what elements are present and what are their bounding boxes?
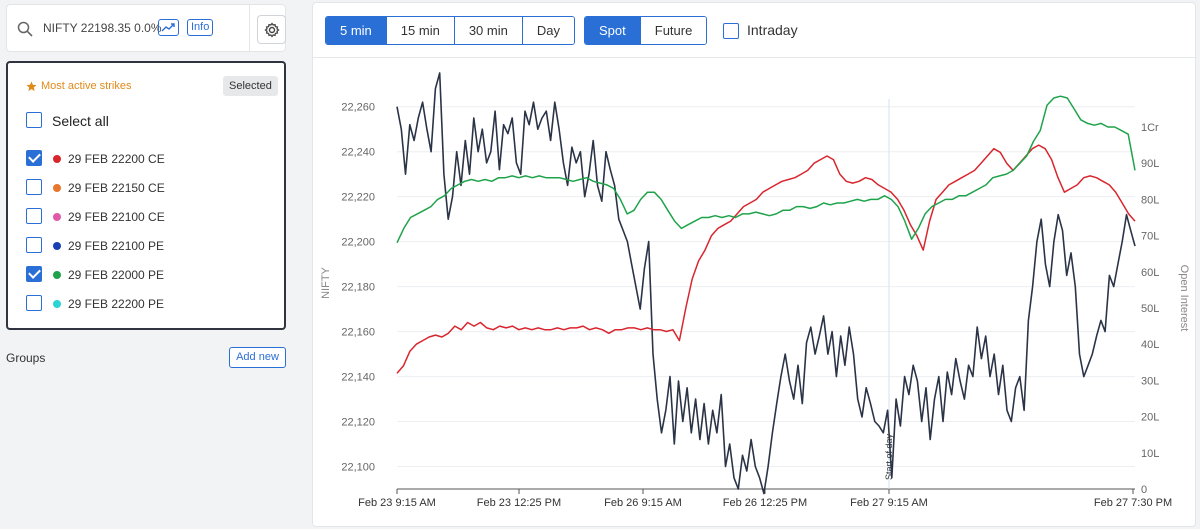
oi-series-line — [396, 95, 1136, 244]
strike-label: 29 FEB 22100 PE — [68, 239, 165, 253]
strike-color-dot — [53, 213, 61, 221]
strike-row[interactable]: 29 FEB 22000 PE — [26, 266, 266, 284]
x-tick-label: Feb 27 7:30 PM — [1094, 497, 1172, 509]
start-of-day-label: Start of day — [884, 433, 894, 480]
y2-tick-label: 30L — [1141, 375, 1159, 387]
trend-icon — [161, 22, 175, 31]
mode-future[interactable]: Future — [640, 17, 707, 44]
y2-tick-label: 90L — [1141, 158, 1159, 170]
y2-tick-label: 40L — [1141, 339, 1159, 351]
strike-label: 29 FEB 22000 PE — [68, 268, 165, 282]
strike-checkbox[interactable] — [26, 179, 42, 195]
x-tick-label: Feb 23 12:25 PM — [477, 497, 561, 509]
y2-tick-label: 20L — [1141, 412, 1159, 424]
y-tick-label: 22,100 — [341, 462, 375, 474]
y2-tick-label: 70L — [1141, 231, 1159, 243]
interval-30-min[interactable]: 30 min — [454, 17, 523, 44]
y-axis-title: NIFTY — [320, 266, 332, 298]
x-tick-label: Feb 26 9:15 AM — [604, 497, 682, 509]
strike-row[interactable]: 29 FEB 22150 CE — [26, 179, 266, 197]
strike-label: 29 FEB 22150 CE — [68, 181, 165, 195]
chart-panel: 5 min 15 min 30 min Day Spot Future Intraday… — [312, 2, 1196, 527]
strikes-panel: Most active strikes Selected Select all … — [6, 61, 286, 330]
y-tick-label: 22,260 — [341, 102, 375, 114]
most-active-label: Most active strikes — [41, 80, 132, 92]
select-all-label: Select all — [52, 113, 109, 129]
select-all-checkbox[interactable] — [26, 112, 42, 128]
y2-tick-label: 50L — [1141, 303, 1159, 315]
interval-5-min[interactable]: 5 min — [326, 17, 387, 44]
strike-checkbox[interactable] — [26, 150, 42, 166]
y-tick-label: 22,240 — [341, 147, 375, 159]
strike-row[interactable]: 29 FEB 22200 PE — [26, 295, 266, 313]
instrument-label: NIFTY 22198.35 0.0% — [43, 21, 162, 35]
y2-tick-label: 80L — [1141, 194, 1159, 206]
strike-checkbox[interactable] — [26, 266, 42, 282]
strike-row[interactable]: 29 FEB 22100 CE — [26, 208, 266, 226]
y2-tick-label: 0 — [1141, 484, 1147, 496]
y-tick-label: 22,140 — [341, 372, 375, 384]
add-new-group-button[interactable]: Add new — [229, 347, 286, 368]
selected-toggle[interactable]: Selected — [223, 76, 278, 96]
nifty-line — [396, 72, 1136, 495]
strike-label: 29 FEB 22200 CE — [68, 152, 165, 166]
strike-color-dot — [53, 242, 61, 250]
intraday-label: Intraday — [747, 22, 798, 38]
y2-tick-label: 10L — [1141, 448, 1159, 460]
strike-label: 29 FEB 22200 PE — [68, 297, 165, 311]
y-tick-label: 22,160 — [341, 327, 375, 339]
y-tick-label: 22,220 — [341, 192, 375, 204]
strike-checkbox[interactable] — [26, 295, 42, 311]
interval-selector: 5 min 15 min 30 min Day — [325, 16, 575, 45]
settings-button[interactable] — [257, 15, 286, 44]
strike-color-dot — [53, 155, 61, 163]
y2-tick-label: 60L — [1141, 267, 1159, 279]
strike-color-dot — [53, 184, 61, 192]
strike-color-dot — [53, 300, 61, 308]
strike-row[interactable]: 29 FEB 22200 CE — [26, 150, 266, 168]
oi-chart[interactable]: 22,100 22,120 22,140 22,160 22,180 22,200 22,2… — [313, 3, 1195, 526]
groups-label: Groups — [6, 351, 46, 365]
intraday-checkbox[interactable] — [723, 23, 739, 39]
mode-spot[interactable]: Spot — [585, 17, 641, 44]
search-icon — [17, 21, 33, 37]
gear-icon — [263, 21, 280, 38]
strike-label: 29 FEB 22100 CE — [68, 210, 165, 224]
y-tick-label: 22,180 — [341, 282, 375, 294]
x-tick-label: Feb 26 12:25 PM — [723, 497, 807, 509]
y2-axis-title: Open Interest — [1178, 265, 1190, 332]
strike-checkbox[interactable] — [26, 237, 42, 253]
interval-day[interactable]: Day — [522, 17, 574, 44]
strike-row[interactable]: 29 FEB 22100 PE — [26, 237, 266, 255]
strike-checkbox[interactable] — [26, 208, 42, 224]
mode-selector: Spot Future — [584, 16, 708, 45]
most-active-header: Most active strikes — [26, 80, 131, 92]
info-button[interactable]: Info — [187, 19, 214, 36]
trend-chart-button[interactable] — [158, 19, 179, 36]
search-box[interactable]: NIFTY 22198.35 0.0% Info — [6, 4, 286, 52]
oi-series-line — [396, 144, 1136, 374]
x-tick-label: Feb 27 9:15 AM — [850, 497, 928, 509]
strike-color-dot — [53, 271, 61, 279]
divider — [313, 57, 1195, 58]
y2-tick-label: 1Cr — [1141, 122, 1159, 134]
divider — [249, 5, 250, 51]
star-icon — [26, 80, 37, 91]
y-tick-label: 22,120 — [341, 417, 375, 429]
x-tick-label: Feb 23 9:15 AM — [358, 497, 436, 509]
interval-15-min[interactable]: 15 min — [386, 17, 455, 44]
y-tick-label: 22,200 — [341, 237, 375, 249]
